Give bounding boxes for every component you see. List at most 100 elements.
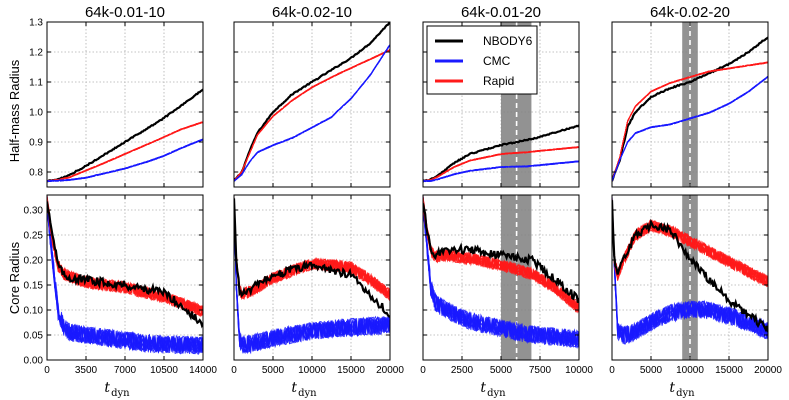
top-rapid-series-line	[234, 49, 390, 182]
x-tick-label: 3500	[75, 365, 98, 376]
bot-nbody6-series-line	[234, 198, 390, 318]
panel-3: 64k-0.01-20 0 2500 5000 7500 10000 tdyn	[420, 4, 593, 399]
x-tick-label: 10500	[150, 365, 178, 376]
top-series-group	[47, 88, 203, 183]
x-tick-label: 5000	[490, 365, 513, 376]
top-rapid-series-line	[234, 49, 390, 182]
bot-cmc-series-line	[234, 197, 390, 353]
top-subplot	[233, 21, 391, 188]
top-rapid-series-line	[234, 49, 390, 181]
top-rapid-series-line	[234, 49, 390, 182]
bottom-y-tick-label: 0.10	[24, 306, 44, 317]
panel-title: 64k-0.02-20	[650, 4, 730, 21]
top-subplot	[422, 21, 580, 188]
bot-cmc-series-line	[612, 208, 768, 344]
panel-title: 64k-0.02-10	[272, 4, 352, 21]
bottom-series-group	[47, 195, 203, 355]
x-tick-label: 0	[609, 365, 615, 376]
bottom-ylabel: Core Radius	[7, 241, 22, 314]
bottom-series-group	[234, 195, 390, 355]
bottom-y-tick-label: 0.25	[24, 231, 44, 242]
top-cmc-series-line	[234, 44, 390, 182]
legend-label-rapid: Rapid	[483, 74, 514, 88]
top-ylabel: Half-mass Radius	[7, 59, 22, 162]
top-rapid-series-line	[234, 49, 390, 182]
top-cmc-series-line	[47, 138, 203, 182]
bottom-y-tick-label: 0.30	[24, 206, 44, 217]
legend-label-cmc: CMC	[483, 54, 511, 68]
bot-rapid-series-line	[423, 201, 579, 311]
top-y-tick-label: 1.1	[29, 78, 43, 89]
bot-cmc-series-line	[423, 204, 579, 348]
panel-1: 64k-0.01-10 0.8 0.9 1.0 1.1 1.2 1.3 0.00 0.05 0.1…	[24, 4, 218, 399]
x-tick-label: 5000	[640, 365, 663, 376]
top-rapid-series-line	[234, 49, 390, 182]
bot-rapid-series-line	[234, 197, 390, 301]
top-nbody6-series-line	[423, 124, 579, 183]
top-nbody6-series-line	[612, 36, 768, 182]
top-nbody6-series-line	[234, 22, 390, 182]
top-y-tick-label: 0.8	[29, 168, 43, 179]
x-tick-label: 2500	[451, 365, 474, 376]
top-rapid-series-line	[234, 49, 390, 182]
bot-nbody6-series-line	[612, 200, 768, 333]
x-tick-label: 20000	[376, 365, 404, 376]
bottom-series-group	[612, 195, 768, 345]
x-tick-label: 7000	[114, 365, 137, 376]
top-rapid-series-line	[234, 49, 390, 182]
panel-title: 64k-0.01-10	[85, 4, 165, 21]
x-tick-label: 0	[44, 365, 50, 376]
top-y-tick-label: 0.9	[29, 138, 43, 149]
panel-4: 64k-0.02-20 0 5000 10000 15000 20000 tdyn	[609, 4, 782, 399]
top-rapid-series-line	[47, 121, 203, 182]
bot-nbody6-series-line	[47, 201, 203, 329]
top-nbody6-series-line	[47, 88, 203, 183]
bot-cmc-series-line	[47, 195, 203, 354]
x-axis-label: tdyn	[669, 380, 695, 399]
top-series-group	[234, 22, 390, 182]
x-axis-label: tdyn	[480, 380, 506, 399]
panel-2: 64k-0.02-10 0 5000 10000 15000 20000 tdyn	[231, 4, 404, 399]
x-tick-label: 5000	[262, 365, 285, 376]
bottom-subplot	[611, 194, 769, 361]
bot-cmc-series-line	[47, 195, 203, 354]
top-series-group	[612, 36, 768, 182]
top-y-tick-label: 1.3	[29, 18, 43, 29]
bot-cmc-series-line	[612, 195, 768, 342]
bottom-series-group	[423, 195, 579, 349]
top-rapid-series-line	[234, 49, 390, 182]
x-tick-label: 14000	[189, 365, 217, 376]
top-cmc-series-line	[423, 160, 579, 182]
top-subplot	[46, 21, 204, 188]
x-tick-label: 15000	[715, 365, 743, 376]
top-rapid-series-line	[612, 61, 768, 182]
bot-cmc-series-line	[423, 203, 579, 348]
x-tick-label: 10000	[298, 365, 326, 376]
top-y-tick-label: 1.2	[29, 48, 43, 59]
top-rapid-series-line	[423, 146, 579, 182]
x-tick-label: 0	[420, 365, 426, 376]
bottom-y-tick-label: 0.15	[24, 281, 44, 292]
bottom-subplot	[233, 194, 391, 361]
top-rapid-series-line	[234, 49, 390, 182]
top-rapid-series-line	[234, 49, 390, 182]
bot-rapid-series-line	[612, 205, 768, 285]
panels-group: 64k-0.01-10 0.8 0.9 1.0 1.1 1.2 1.3 0.00 0.05 0.1…	[24, 4, 783, 399]
bottom-y-tick-label: 0.20	[24, 256, 44, 267]
top-subplot	[611, 21, 769, 188]
x-axis-label: tdyn	[291, 380, 317, 399]
top-y-tick-label: 1.0	[29, 108, 43, 119]
x-tick-label: 7500	[529, 365, 552, 376]
x-axis-label: tdyn	[104, 380, 130, 399]
top-rapid-series-line	[234, 49, 390, 182]
top-cmc-series-line	[234, 44, 390, 182]
x-tick-label: 0	[231, 365, 237, 376]
bottom-y-tick-label: 0.00	[24, 356, 44, 367]
bot-nbody6-series-line	[423, 203, 579, 303]
panel-title: 64k-0.01-20	[461, 4, 541, 21]
x-tick-label: 10000	[676, 365, 704, 376]
legend-label-nbody6: NBODY6	[483, 34, 533, 48]
bottom-y-tick-label: 0.05	[24, 331, 44, 342]
x-tick-label: 15000	[337, 365, 365, 376]
